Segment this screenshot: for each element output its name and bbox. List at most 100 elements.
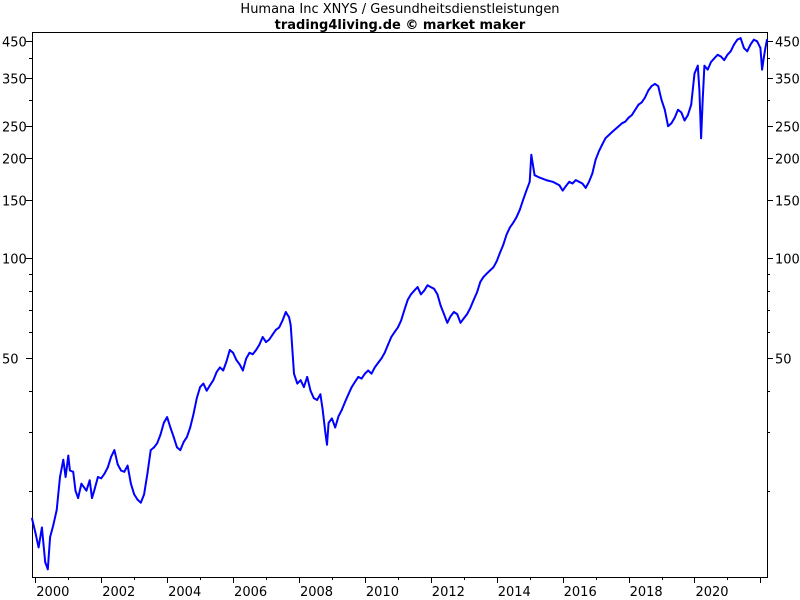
price-point (433, 287, 435, 290)
price-point (522, 199, 524, 201)
price-point (67, 454, 70, 457)
price-point (472, 299, 475, 301)
price-point (52, 523, 55, 526)
price-point (271, 333, 274, 336)
left-y-tick-label: 350 (2, 73, 27, 88)
price-point (617, 125, 620, 128)
price-point (657, 85, 660, 87)
price-point (485, 272, 488, 275)
price-point (159, 433, 162, 436)
price-point (429, 286, 432, 288)
price-point (268, 338, 271, 341)
price-point (370, 372, 373, 375)
price-point (202, 382, 205, 385)
price-point (380, 357, 383, 360)
price-point (729, 50, 732, 53)
price-point (762, 57, 765, 60)
x-tick-label: 2016 (564, 585, 597, 600)
price-point (462, 317, 465, 320)
price-point (621, 122, 623, 125)
price-point (149, 449, 152, 451)
price-point (123, 470, 126, 473)
price-point (176, 446, 178, 449)
price-point (561, 189, 564, 192)
price-point (749, 43, 752, 46)
price-point (756, 40, 758, 43)
price-point (296, 382, 299, 385)
price-point (568, 180, 571, 183)
price-point (700, 137, 702, 140)
price-point (232, 351, 235, 354)
price-point (222, 369, 225, 372)
price-point (235, 359, 238, 361)
price-point (212, 379, 215, 382)
price-point (528, 180, 531, 183)
price-point (331, 417, 333, 420)
price-point (113, 449, 116, 451)
price-point (530, 153, 533, 156)
price-point (604, 137, 607, 140)
price-point (752, 38, 755, 41)
price-point (319, 393, 322, 396)
price-point (245, 357, 248, 360)
price-point (357, 376, 360, 378)
price-point (591, 172, 594, 175)
price-point (406, 299, 409, 301)
price-point (598, 150, 600, 153)
price-point (72, 470, 75, 473)
price-point (565, 185, 567, 188)
price-point (706, 68, 709, 71)
price-point (205, 389, 208, 392)
price-point (62, 458, 65, 461)
right-y-tick-label: 50 (775, 353, 792, 368)
price-point (746, 50, 749, 53)
price-point (400, 319, 402, 322)
price-point (275, 328, 277, 331)
price-point (720, 55, 722, 58)
price-point (136, 498, 139, 501)
price-point (413, 289, 416, 292)
left-y-tick-label: 100 (2, 253, 27, 268)
price-point (347, 393, 350, 396)
plot-frame (32, 32, 768, 578)
price-point (309, 389, 312, 392)
price-point (574, 179, 577, 182)
price-point (162, 422, 165, 424)
price-point (55, 509, 58, 511)
price-point (186, 436, 188, 438)
price-point (713, 57, 716, 60)
price-point (77, 497, 79, 499)
price-point (255, 349, 257, 351)
price-point (453, 311, 455, 313)
price-point (393, 331, 396, 333)
right-y-tick-label: 200 (775, 153, 800, 168)
price-point (288, 316, 290, 319)
price-point (637, 103, 640, 106)
price-point (499, 251, 501, 254)
price-point (116, 463, 119, 466)
x-tick-label: 2000 (36, 585, 69, 600)
price-point (594, 158, 597, 161)
price-point (312, 397, 315, 399)
price-point (683, 119, 686, 122)
price-point (545, 179, 548, 182)
price-point (182, 441, 185, 443)
price-point (146, 472, 149, 475)
x-tick-label: 2014 (498, 585, 531, 600)
price-point (443, 313, 445, 315)
x-tick-label: 2012 (432, 585, 465, 600)
price-point (492, 266, 495, 269)
price-point (439, 304, 442, 307)
price-point (624, 120, 627, 123)
price-point (120, 469, 122, 472)
price-point (690, 103, 693, 106)
price-point (502, 243, 505, 246)
price-point (192, 413, 195, 415)
price-point (533, 174, 536, 177)
price-point (225, 360, 228, 363)
x-tick-label: 2002 (102, 585, 135, 600)
price-point (701, 98, 704, 101)
price-point (680, 111, 683, 114)
price-point (733, 43, 735, 46)
